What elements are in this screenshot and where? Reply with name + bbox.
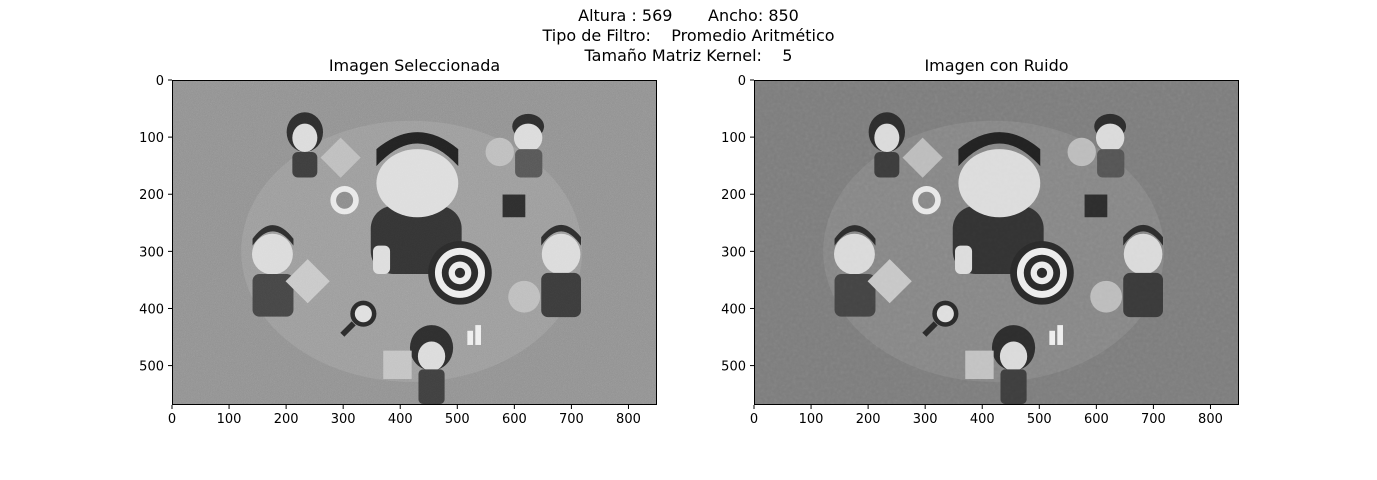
x-tick-label: 700 [1141, 412, 1166, 427]
y-tick-label: 400 [139, 302, 164, 317]
x-tick-label: 500 [1027, 412, 1052, 427]
figure-suptitle: Altura : 569 Ancho: 850 Tipo de Filtro: … [0, 6, 1377, 66]
suptitle-line-2: Tipo de Filtro: Promedio Aritmético [542, 26, 835, 45]
x-tick-label: 500 [445, 412, 470, 427]
noise-overlay [173, 81, 656, 404]
noise-overlay [755, 81, 1238, 404]
y-tick-label: 200 [721, 188, 746, 203]
left-image-axes [172, 80, 657, 405]
x-tick-label: 0 [750, 412, 758, 427]
y-tick-label: 100 [721, 131, 746, 146]
x-tick-label: 300 [913, 412, 938, 427]
x-tick-label: 300 [331, 412, 356, 427]
x-tick-label: 600 [1084, 412, 1109, 427]
y-tick-label: 100 [139, 131, 164, 146]
y-tick-label: 300 [139, 245, 164, 260]
y-tick-label: 200 [139, 188, 164, 203]
x-tick-label: 100 [799, 412, 824, 427]
x-tick-label: 400 [388, 412, 413, 427]
x-tick-label: 100 [217, 412, 242, 427]
y-tick-label: 500 [139, 360, 164, 375]
y-tick-label: 300 [721, 245, 746, 260]
x-tick-label: 700 [559, 412, 584, 427]
x-tick-label: 400 [970, 412, 995, 427]
y-tick-label: 400 [721, 302, 746, 317]
x-tick-label: 800 [1198, 412, 1223, 427]
left-panel-title: Imagen Seleccionada [328, 56, 501, 75]
right-image-axes [754, 80, 1239, 405]
right-panel-title: Imagen con Ruido [924, 56, 1069, 75]
suptitle-line-1: Altura : 569 Ancho: 850 [578, 6, 799, 25]
y-tick-label: 0 [156, 74, 164, 89]
x-tick-label: 600 [502, 412, 527, 427]
y-tick-label: 0 [738, 74, 746, 89]
x-tick-label: 800 [616, 412, 641, 427]
x-tick-label: 0 [168, 412, 176, 427]
image-render-0 [173, 81, 656, 404]
x-tick-label: 200 [274, 412, 299, 427]
suptitle-line-3: Tamaño Matriz Kernel: 5 [584, 46, 793, 65]
x-tick-label: 200 [856, 412, 881, 427]
image-render-1 [755, 81, 1238, 404]
y-tick-label: 500 [721, 360, 746, 375]
